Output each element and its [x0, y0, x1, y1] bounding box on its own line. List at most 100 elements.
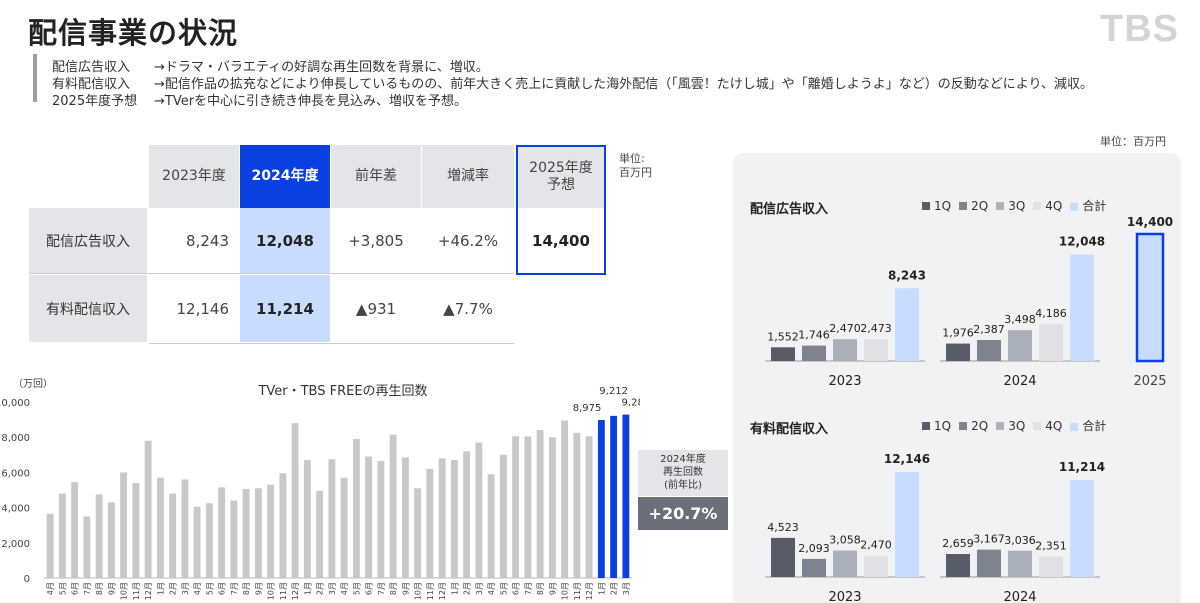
- revenue-bar: [1039, 556, 1063, 577]
- x-tick-label: 4月: [46, 582, 55, 595]
- x-tick-label: 8月: [95, 582, 104, 595]
- legend-item: 1Q: [922, 199, 951, 213]
- views-bar: [401, 457, 409, 578]
- views-bar: [328, 459, 336, 578]
- legend-label: 4Q: [1045, 198, 1063, 213]
- x-tick-label: 12月: [438, 582, 447, 600]
- legend-item: 3Q: [996, 419, 1025, 433]
- x-tick-label: 2月: [316, 582, 325, 595]
- x-tick-label: 8月: [242, 582, 251, 595]
- x-tick-label: 9月: [107, 582, 116, 595]
- x-tick-label: 7月: [230, 582, 239, 595]
- revenue-bar: [771, 537, 795, 577]
- x-tick-label: 12月: [585, 582, 594, 600]
- views-bar: [524, 436, 532, 578]
- revenue-bar: [946, 343, 970, 361]
- views-bar: [512, 436, 520, 578]
- legend-item: 1Q: [922, 419, 951, 433]
- y-tick-label: 4,000: [1, 504, 30, 515]
- right-unit: 単位：百万円: [1100, 135, 1166, 148]
- revenue-bar: [802, 558, 826, 577]
- x-tick-label: 3月: [475, 582, 484, 595]
- legend-swatch: [996, 422, 1005, 430]
- cell-ad-forecast: 14,400: [532, 231, 590, 250]
- col-header-forecast: 2025年度 予想: [518, 145, 604, 208]
- x-tick-label: 3月: [622, 582, 631, 595]
- bar-data-label: 3,036: [1004, 534, 1036, 547]
- revenue-charts-panel: [733, 153, 1181, 603]
- bar-data-label: 1,552: [767, 330, 799, 343]
- views-bar: [46, 513, 54, 578]
- legend-swatch: [1070, 422, 1079, 431]
- y-tick-label: 0: [24, 574, 30, 585]
- views-bar: [205, 503, 213, 578]
- y-tick-label: 8,000: [1, 433, 30, 444]
- views-bar: [279, 473, 287, 578]
- views-bar: [585, 436, 593, 578]
- legend-label: 4Q: [1045, 418, 1063, 433]
- x-category-label: 2023: [828, 590, 861, 603]
- x-tick-label: 7月: [524, 582, 533, 595]
- x-tick-label: 5月: [499, 582, 508, 595]
- col-header-2023: 2023年度: [149, 145, 239, 208]
- x-tick-label: 1月: [450, 582, 459, 595]
- cell-ad-diff: +3,805: [348, 231, 404, 250]
- views-bar: [622, 414, 630, 578]
- summary-row-forecast: 2025年度予想 →TVerを中心に引き続き伸長を見込み、増収を予想。: [52, 90, 467, 109]
- summary-label: 配信広告収入: [52, 60, 131, 75]
- revenue-bar: [1008, 330, 1032, 361]
- x-tick-label: 4月: [340, 582, 349, 595]
- bar-data-label: 3,167: [973, 533, 1005, 546]
- revenue-bar: [1008, 550, 1032, 577]
- x-tick-label: 7月: [377, 582, 386, 595]
- ad-revenue-chart: 1,552 1,746 2,470 2,473 8,243 2023 1,976 2,3873…: [765, 215, 1173, 389]
- x-tick-label: 11月: [132, 582, 141, 600]
- x-tick-label: 6月: [71, 582, 80, 595]
- revenue-bar: [895, 288, 919, 361]
- views-bar: [291, 423, 299, 578]
- page-title: 配信事業の状況: [28, 16, 239, 50]
- y-axis-label: （万回）: [13, 378, 53, 390]
- legend-label: 2Q: [971, 198, 989, 213]
- col-header-2024: 2024年度: [240, 145, 330, 208]
- views-bar: [218, 487, 226, 578]
- revenue-bar: [864, 339, 888, 361]
- x-tick-label: 5月: [58, 582, 67, 595]
- row-divider: [149, 343, 514, 344]
- summary-label: 有料配信収入: [52, 77, 131, 92]
- bar-data-label: 3,498: [1004, 313, 1036, 326]
- views-bar: [463, 451, 471, 578]
- views-bar: [561, 420, 569, 578]
- legend-label: 合計: [1082, 199, 1107, 213]
- revenue-bar: [864, 555, 888, 577]
- legend-item: 4Q: [1033, 199, 1062, 213]
- x-tick-label: 5月: [352, 582, 361, 595]
- views-bar: [438, 458, 446, 578]
- cell-ad-rate: +46.2%: [437, 231, 499, 250]
- x-tick-label: 1月: [156, 582, 165, 595]
- revenue-bar: [895, 472, 919, 577]
- views-bar: [597, 420, 605, 578]
- revenue-bar: [1039, 324, 1063, 361]
- views-bar: [242, 489, 250, 578]
- views-bar: [573, 432, 581, 578]
- legend-label: 3Q: [1008, 418, 1026, 433]
- growth-value: +20.7%: [638, 497, 728, 530]
- x-category-label: 2023: [828, 374, 861, 389]
- bar-data-label: 12,146: [884, 452, 930, 466]
- x-category-label: 2025: [1133, 374, 1166, 389]
- y-tick-label: 6,000: [1, 468, 30, 479]
- views-bar: [426, 468, 434, 578]
- views-data-label: 9,212: [599, 386, 628, 397]
- views-bar: [144, 440, 152, 578]
- views-bar: [487, 474, 495, 578]
- views-bar: [181, 479, 189, 578]
- legend-item: 合計: [1070, 197, 1106, 214]
- x-tick-label: 1月: [597, 582, 606, 595]
- legend-swatch: [1070, 202, 1079, 211]
- cell-paid-diff: ▲931: [355, 299, 397, 318]
- paid-chart-legend: 1Q 2Q 3Q 4Q 合計: [922, 417, 1106, 434]
- row-header-ad: 配信広告収入: [29, 208, 147, 273]
- x-tick-label: 10月: [267, 582, 276, 600]
